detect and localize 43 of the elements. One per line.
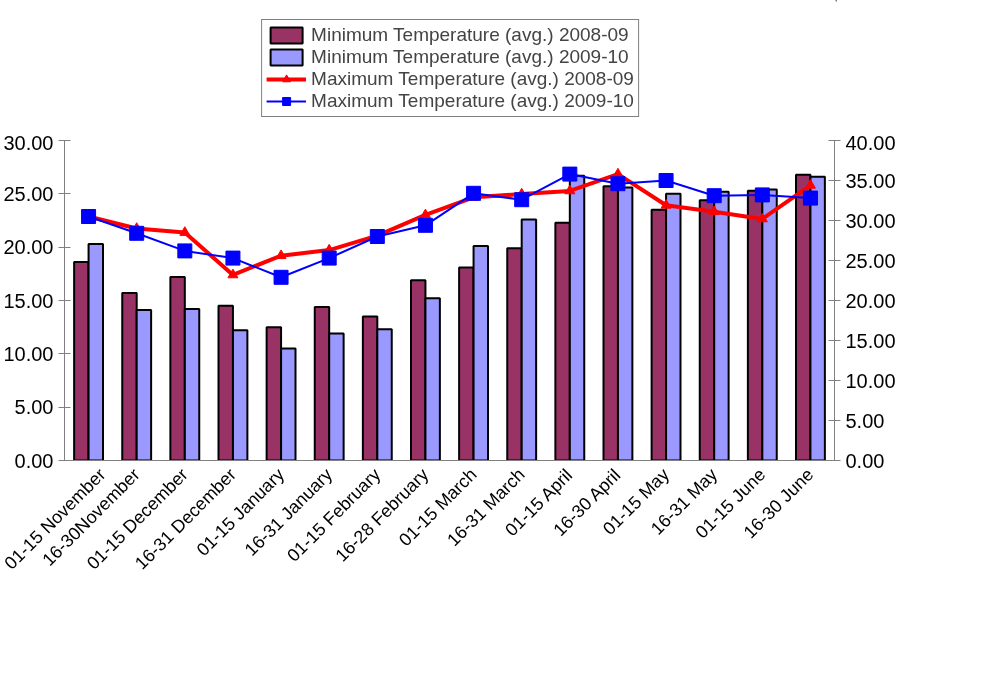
y2-tick-label: 5.00: [845, 409, 885, 432]
point: [514, 192, 530, 208]
point: [756, 212, 768, 223]
y-tick-label: 20.00: [3, 236, 54, 259]
point: [660, 199, 672, 209]
legend-label: Maximum Temperature (avg.) 2008-09: [311, 67, 634, 90]
y-tick-label: 30.00: [3, 131, 54, 154]
point: [706, 188, 722, 204]
point: [321, 250, 337, 266]
y2-tick-label: 15.00: [845, 329, 896, 352]
point: [129, 225, 145, 241]
point: [562, 166, 578, 182]
legend-label: Maximum Temperature (avg.) 2009-10: [311, 89, 634, 112]
y2-tick-label: 0.00: [845, 449, 885, 472]
y2-tick-label: 30.00: [845, 209, 896, 232]
point: [179, 226, 191, 236]
legend-label: Minimum Temperature (avg.) 2009-10: [311, 45, 629, 68]
point: [754, 187, 770, 203]
y-tick-label: 15.00: [3, 289, 54, 312]
point: [466, 185, 482, 201]
point: [658, 173, 674, 188]
y-tick-label: 5.00: [14, 396, 54, 419]
y2-tick-label: 35.00: [845, 169, 896, 192]
point: [417, 217, 433, 233]
point: [225, 250, 241, 266]
y2-tick-label: 20.00: [845, 289, 896, 312]
y2-tick-label: 40.00: [845, 131, 896, 154]
y2-tick-label: 10.00: [845, 369, 896, 392]
point: [273, 269, 289, 285]
y-tick-label: 0.00: [14, 449, 54, 472]
point: [369, 229, 385, 244]
point: [227, 268, 239, 279]
point: [802, 190, 818, 206]
point: [708, 205, 720, 216]
point: [564, 184, 576, 195]
y-tick-label: 25.00: [3, 182, 54, 205]
point: [610, 176, 626, 192]
y2-tick-label: 25.00: [845, 249, 896, 272]
point: [177, 243, 193, 259]
point: [275, 249, 287, 260]
y-tick-label: 10.00: [3, 342, 54, 365]
legend-label: Minimum Temperature (avg.) 2008-09: [311, 23, 629, 46]
point: [81, 209, 97, 224]
